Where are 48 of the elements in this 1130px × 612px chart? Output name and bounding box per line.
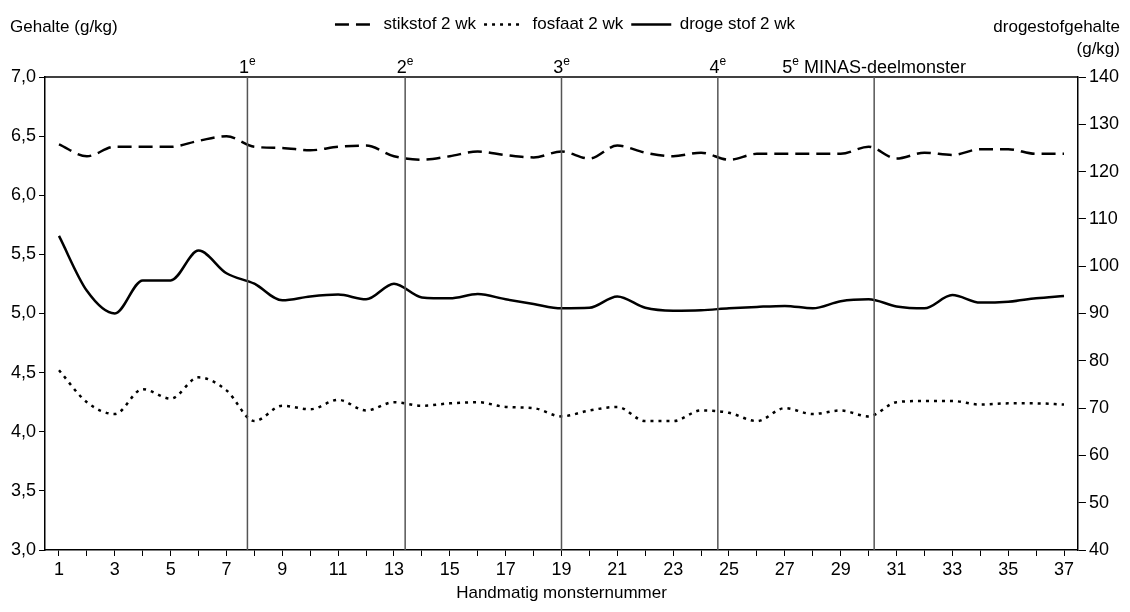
legend-label: fosfaat 2 wk xyxy=(532,14,624,34)
x-tick-label: 35 xyxy=(998,558,1019,579)
y2-tick-label: 130 xyxy=(1088,113,1120,134)
x-tick-label: 15 xyxy=(439,558,460,579)
x-tick-label: 13 xyxy=(383,558,405,579)
y-tick-label: 5,5 xyxy=(10,243,37,264)
y2-tick-label: 60 xyxy=(1088,444,1109,465)
legend-label: droge stof 2 wk xyxy=(679,14,796,34)
x-axis-title: Handmatig monsternummer xyxy=(456,583,668,603)
x-tick-label: 25 xyxy=(718,558,740,579)
y2-tick-label: 110 xyxy=(1088,207,1118,228)
x-tick-label: 11 xyxy=(328,558,348,579)
x-tick-label: 19 xyxy=(551,558,572,579)
line-series xyxy=(57,234,1066,315)
y2-tick-label: 120 xyxy=(1088,160,1120,181)
x-tick-label: 33 xyxy=(942,558,963,579)
legend-label: stikstof 2 wk xyxy=(383,14,477,34)
y-tick-label: 4,0 xyxy=(10,420,37,441)
y2-axis-title: drogestofgehalte (g/kg) xyxy=(993,17,1120,58)
x-tick-label: 1 xyxy=(53,558,64,579)
y2-tick-label: 140 xyxy=(1088,65,1120,86)
y-tick-label: 3,0 xyxy=(10,538,37,559)
x-tick-label: 17 xyxy=(495,558,516,579)
x-tick-label: 9 xyxy=(277,558,288,579)
y-tick-label: 5,0 xyxy=(10,302,37,323)
x-tick-label: 5 xyxy=(165,558,176,579)
y2-tick-label: 80 xyxy=(1088,349,1109,370)
x-tick-label: 23 xyxy=(663,558,684,579)
x-tick-label: 31 xyxy=(886,558,907,579)
y2-tick-label: 70 xyxy=(1088,397,1109,418)
y2-tick-label: 90 xyxy=(1088,302,1109,323)
y2-tick-label: 50 xyxy=(1088,491,1109,512)
y2-tick-label: 40 xyxy=(1088,538,1109,559)
y-tick-label: 3,5 xyxy=(10,479,37,500)
x-tick-label: 27 xyxy=(774,558,795,579)
y-tick-label: 6,5 xyxy=(10,125,37,146)
x-tick-label: 21 xyxy=(607,558,628,579)
y2-tick-label: 100 xyxy=(1088,255,1120,276)
y-tick-label: 6,0 xyxy=(10,184,37,205)
x-tick-label: 7 xyxy=(221,558,232,579)
y-axis-title: Gehalte (g/kg) xyxy=(10,17,118,36)
line-series xyxy=(57,369,1066,423)
x-tick-label: 3 xyxy=(109,558,120,579)
x-tick-label: 29 xyxy=(830,558,851,579)
y-tick-label: 4,5 xyxy=(10,361,37,382)
y-tick-label: 7,0 xyxy=(10,65,37,86)
line-series xyxy=(57,134,1066,162)
x-tick-label: 37 xyxy=(1053,558,1075,579)
